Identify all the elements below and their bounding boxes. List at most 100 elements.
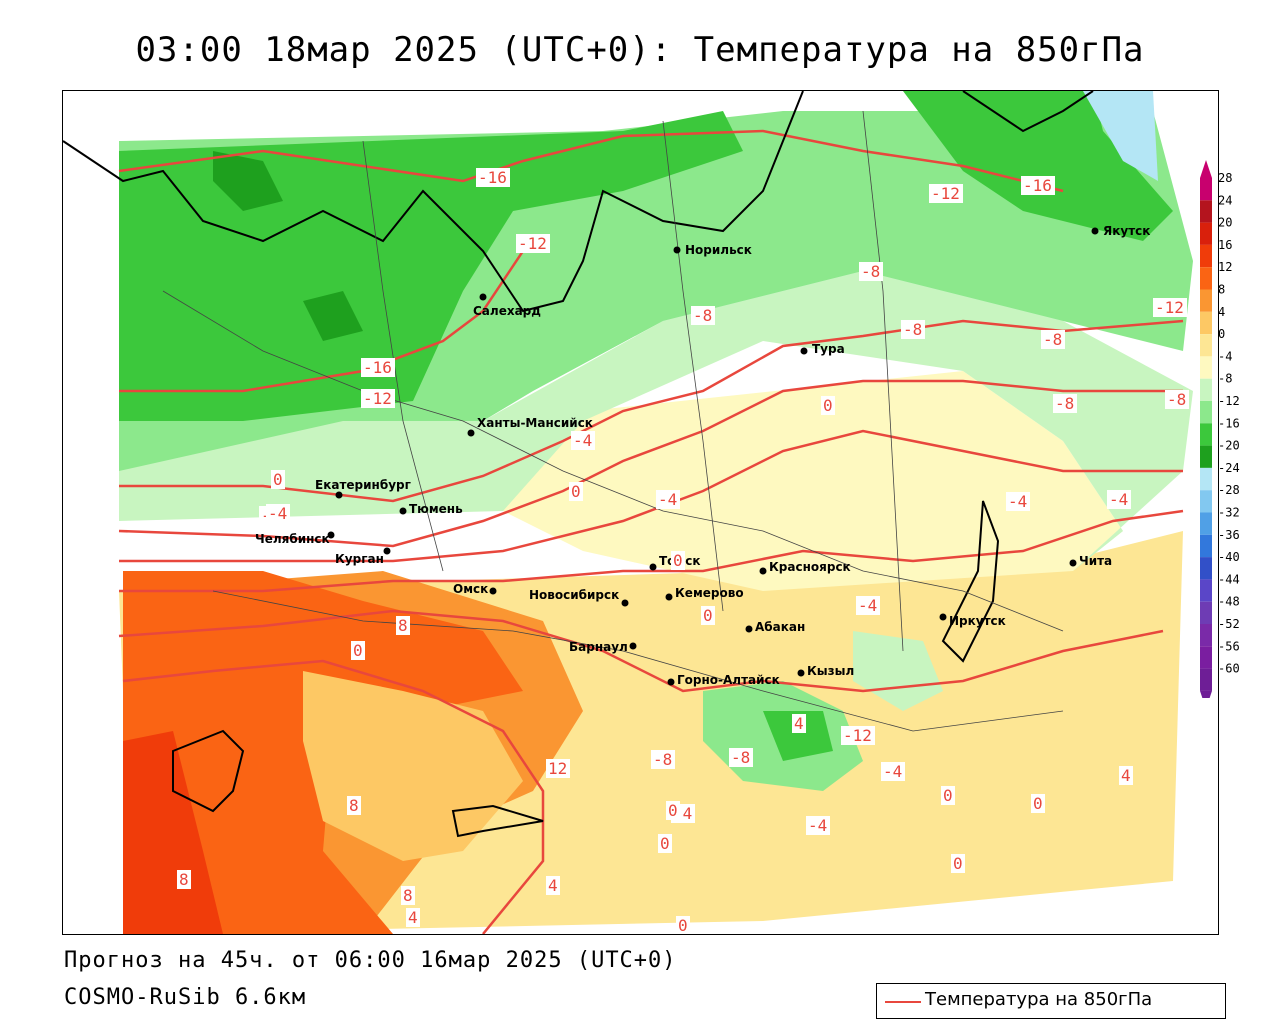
isotherm-label: 0 (668, 801, 678, 820)
isotherm-label-bg (177, 870, 191, 889)
isotherm-label-bg (1006, 492, 1030, 511)
isotherm-lines (118, 129, 1184, 934)
colorbar-swatch (1200, 178, 1212, 201)
isotherm-label: -8 (693, 306, 712, 325)
city-kemerovo: Кемерово (665, 586, 744, 601)
isotherm-label: -16 (1023, 176, 1052, 195)
isotherm-label-bg (347, 796, 361, 815)
isotherm-label-bg (396, 616, 410, 635)
city-irkutsk: Иркутск (939, 613, 1006, 628)
colorbar-swatch (1200, 557, 1212, 580)
isotherm-label-bg (1041, 330, 1065, 349)
svg-text:Омск: Омск (453, 582, 488, 596)
colorbar-swatch (1200, 646, 1212, 669)
colorbar-swatch (1200, 200, 1212, 223)
isotherm-label-bg (792, 714, 806, 733)
colorbar-tick-label: 20 (1218, 216, 1232, 230)
isotherm-label: 0 (571, 482, 581, 501)
colorbar-tick-label: -52 (1218, 617, 1240, 631)
isotherm-label-bg (1031, 794, 1045, 813)
colorbar: 28 24 20 16 12 8 4 0 -4 -8 -12 -16 -20 -24 -28 -32 -36 -4… (1200, 160, 1240, 698)
city-norilsk: Норильск (673, 243, 752, 257)
isotherm-label-bg (1053, 394, 1077, 413)
city-markers: Норильск Якутск Салехард Тура Ханты-Манс… (255, 224, 1150, 687)
caspian-sea (172, 729, 245, 813)
isotherm-label: 0 (678, 916, 688, 934)
isotherm-label: 8 (403, 886, 413, 905)
coldest-ne (1083, 91, 1158, 181)
coldest-patch-w2 (303, 291, 363, 341)
colorbar-swatch (1200, 624, 1212, 647)
isotherm-label-bg (951, 854, 965, 873)
city-tura: Тура (800, 342, 845, 356)
colorbar-tick-label: -24 (1218, 461, 1240, 475)
isotherm-label: -4 (658, 490, 677, 509)
city-kyzyl: Кызыл (797, 664, 854, 678)
isotherm-label: 0 (953, 854, 963, 873)
colorbar-swatch (1200, 467, 1212, 491)
legend-line-swatch (885, 1001, 921, 1003)
region-borders (162, 110, 1064, 732)
isotherm-label-bg (1153, 298, 1187, 317)
isotherm-label: -16 (363, 358, 392, 377)
isotherm-label: 0 (943, 786, 953, 805)
svg-text:Абакан: Абакан (755, 620, 805, 634)
isotherm-label: 4 (794, 714, 804, 733)
colorbar-bottom-arrow (1200, 690, 1212, 698)
colorbar-tick-label: -28 (1218, 483, 1240, 497)
isotherm-label: 4 (1121, 766, 1131, 785)
isotherm-label: -12 (843, 726, 872, 745)
isotherm-label-bg (1119, 766, 1133, 785)
city-yakutsk: Якутск (1091, 224, 1150, 238)
isotherm-label: -4 (1008, 492, 1027, 511)
map-title: 03:00 18мар 2025 (UTC+0): Температура на… (135, 30, 1145, 70)
temperature-map[interactable]: Норильск Якутск Салехард Тура Ханты-Манс… (62, 90, 1219, 935)
isotherm-label-bg (401, 886, 415, 905)
colorbar-tick-label: -8 (1218, 372, 1232, 386)
isotherm-label: 0 (1033, 794, 1043, 813)
colorbar-tick-label: 24 (1218, 193, 1232, 207)
isotherm-label: -8 (1055, 394, 1074, 413)
colorbar-swatch (1200, 445, 1212, 468)
colorbar-swatch (1200, 423, 1212, 446)
legend: Температура на 850гПа (876, 983, 1226, 1019)
isotherm-label-bg (406, 908, 420, 927)
isotherm-label: -12 (363, 389, 392, 408)
colorbar-tick-label: -20 (1218, 439, 1240, 453)
map-canvas: Норильск Якутск Салехард Тура Ханты-Манс… (63, 91, 1193, 934)
isotherm-label: -12 (518, 234, 547, 253)
isotherm-label-bg (1107, 490, 1131, 509)
isotherm-label: 8 (179, 870, 189, 889)
isotherm-label-bg (546, 876, 560, 895)
isotherm-label-bg (729, 748, 753, 767)
svg-text:Барнаул: Барнаул (569, 640, 628, 654)
isotherm-label-bg (571, 431, 595, 450)
isotherm-label-bg (881, 762, 905, 781)
isotherm-label: 0 (273, 470, 283, 489)
isotherm-label: -8 (1043, 330, 1062, 349)
model-info: COSMO-RuSib 6.6км (64, 985, 307, 1010)
colorbar-swatch (1200, 534, 1212, 558)
colorbar-swatch (1200, 222, 1212, 245)
colorbar-tick-label: -48 (1218, 595, 1240, 609)
coastlines (63, 91, 1094, 838)
colorbar-top-arrow (1200, 160, 1212, 178)
isotherm-label: -8 (653, 750, 672, 769)
isotherm-label-bg (841, 726, 875, 745)
colorbar-tick-label: 16 (1218, 238, 1232, 252)
colorbar-tick-label: -40 (1218, 550, 1240, 564)
colorbar-swatch (1200, 378, 1212, 401)
city-chelyabinsk: Челябинск (255, 531, 335, 546)
svg-text:Горно-Алтайск: Горно-Алтайск (677, 673, 780, 687)
colorbar-swatch (1200, 311, 1212, 335)
isotherm-label-bg (271, 470, 285, 489)
isotherm-label: 0 (353, 641, 363, 660)
aral-sea (451, 804, 544, 838)
svg-text:Тюмень: Тюмень (409, 502, 463, 516)
svg-text:Салехард: Салехард (473, 304, 541, 318)
colorbar-swatch (1200, 267, 1212, 290)
isotherm-label-bg (361, 358, 395, 377)
isotherm-label: 8 (398, 616, 408, 635)
city-novosibirsk: Новосибирск (529, 588, 629, 607)
forecast-info: Прогноз на 45ч. от 06:00 16мар 2025 (UTC… (64, 948, 677, 973)
